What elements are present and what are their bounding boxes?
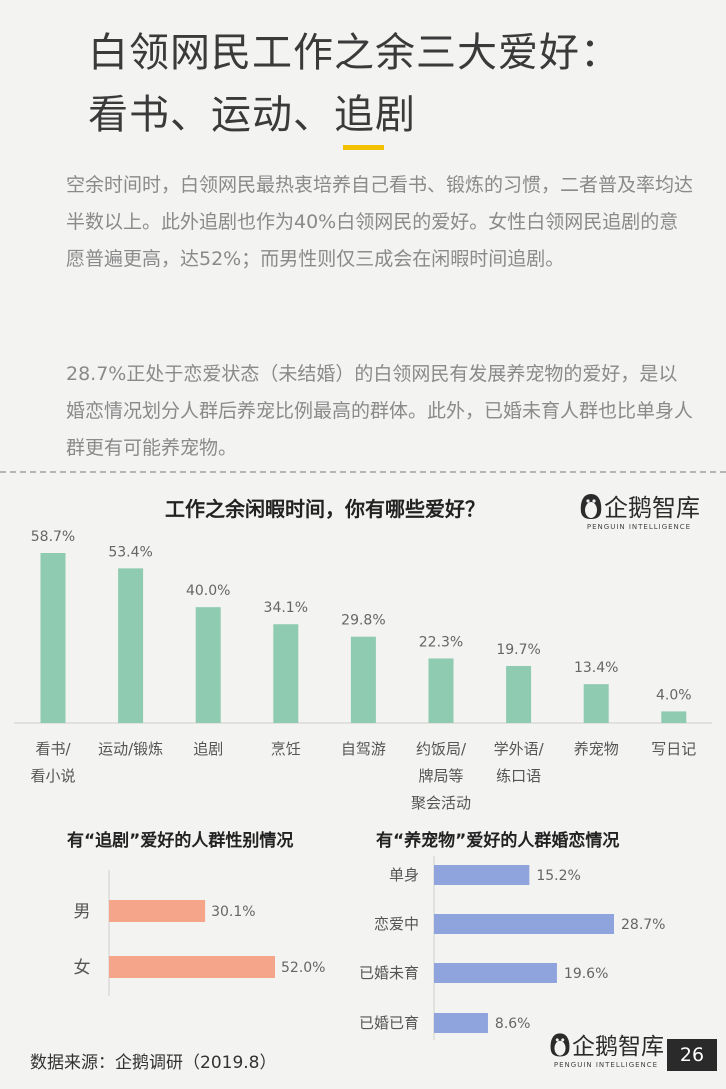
gender-category-label: 女 [74,958,91,978]
title-accent-underline [343,145,384,150]
pet-value-label: 28.7% [621,917,665,933]
main-chart-title: 工作之余闲暇时间，你有哪些爱好？ [165,497,485,521]
category-label: 自驾游 [341,740,386,758]
category-label: 学外语/ [494,740,545,758]
bar [273,624,299,723]
intro-paragraph-2: 28.7%正处于恋爱状态（未结婚）的白领网民有发展养宠物的爱好，是以婚恋情况划分… [66,363,694,459]
title-line-2: 看书、运动、追剧 [88,92,416,138]
data-source: 数据来源：企鹅调研（2019.8） [30,1053,277,1073]
bar-value-label: 34.1% [264,600,308,616]
pet-category-label: 恋爱中 [374,915,419,933]
bar [40,553,66,723]
category-label: 看小说 [30,767,75,785]
pet-category-label: 已婚未育 [359,964,419,982]
intro-paragraph-1: 空余时间时，白领网民最热衷培养自己看书、锻炼的习惯，二者普及率均达半数以上。此外… [66,174,694,270]
pet-value-label: 15.2% [536,868,580,884]
category-label: 烹饪 [271,740,301,758]
brand-logo-top: 企鹅智库 PENGUIN INTELLIGENCE [578,488,700,531]
pet-category-label: 已婚已育 [359,1014,419,1032]
logo-text: 企鹅智库 [604,494,700,522]
logo-text: 企鹅智库 [572,1034,664,1060]
category-label: 养宠物 [574,740,619,758]
bar-value-label: 29.8% [341,613,385,629]
bar-value-label: 19.7% [496,642,540,658]
pet-bar [434,1013,488,1033]
penguin-logo-icon [580,493,602,519]
bar-value-label: 53.4% [108,544,152,560]
pet-value-label: 8.6% [495,1016,531,1032]
category-label: 看书/ [35,740,71,758]
pet-bar [434,914,614,934]
page-number: 26 [667,1039,717,1071]
logo-subtext: PENGUIN INTELLIGENCE [553,1061,659,1069]
gender-value-label: 52.0% [281,960,325,976]
category-label: 聚会活动 [411,794,471,812]
pet-bar [434,963,557,983]
section-divider [0,471,726,473]
category-label: 写日记 [651,740,696,758]
gender-bar [109,900,206,922]
bar-value-label: 58.7% [31,529,75,545]
title-line-1: 白领网民工作之余三大爱好： [88,30,621,76]
category-label: 练口语 [496,767,541,785]
logo-subtext: PENGUIN INTELLIGENCE [586,523,692,531]
brand-logo-bottom: 企鹅智库 PENGUIN INTELLIGENCE [548,1027,664,1069]
gender-value-label: 30.1% [211,904,255,920]
gender-chart-title: 有“追剧”爱好的人群性别情况 [67,831,294,851]
category-label: 约饭局/ [416,740,467,758]
pet-category-label: 单身 [389,866,419,884]
pet-bar [434,865,530,885]
pet-chart-title: 有“养宠物”爱好的人群婚恋情况 [376,831,620,851]
bar [428,658,454,723]
penguin-logo-icon [550,1032,570,1056]
bar-value-label: 40.0% [186,583,230,599]
bar [118,568,144,723]
bar [661,711,687,723]
bar-value-label: 13.4% [574,660,618,676]
category-label: 牌局等 [418,767,463,785]
gender-category-label: 男 [74,902,91,922]
page-title: 白领网民工作之余三大爱好： 看书、运动、追剧 [88,22,621,146]
category-label: 运动/锻炼 [98,740,163,758]
bar-value-label: 4.0% [656,687,692,703]
bar-value-label: 22.3% [419,634,463,650]
gender-bar [109,956,275,978]
category-label: 追剧 [193,740,223,758]
bar [506,665,532,723]
pet-value-label: 19.6% [564,966,608,982]
bar [350,636,376,723]
bar [583,684,609,723]
bar [195,607,221,723]
